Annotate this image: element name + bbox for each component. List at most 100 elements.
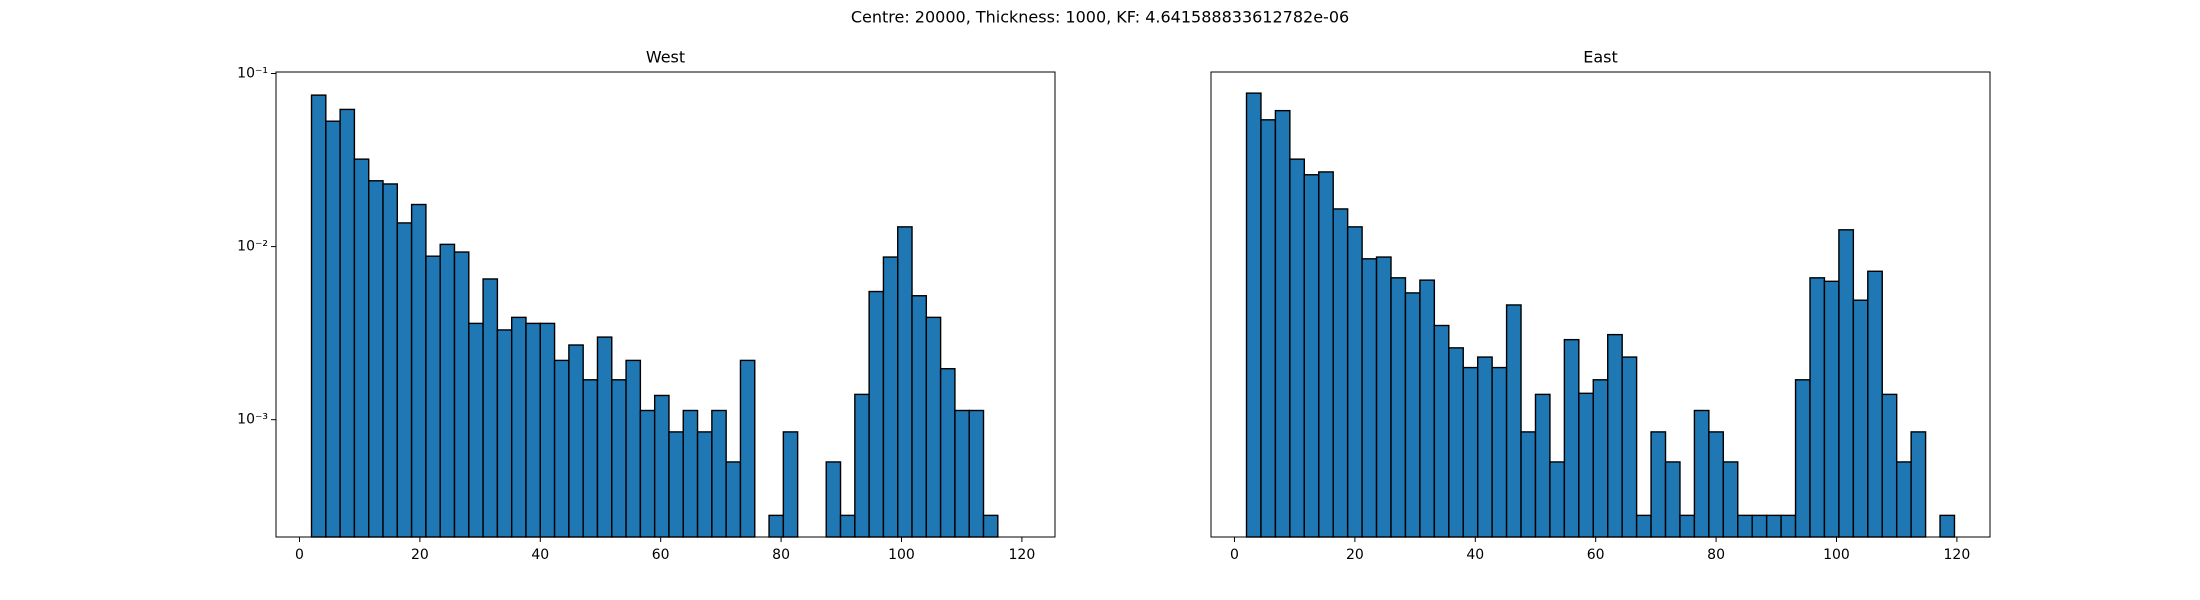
bar (396, 222, 413, 538)
x-tick-label: 0 (295, 547, 304, 563)
x-tick-label: 60 (1587, 547, 1605, 563)
bar (682, 409, 699, 538)
bar (882, 256, 899, 538)
bar (1404, 292, 1421, 538)
bar (1433, 324, 1450, 538)
bar (1794, 379, 1811, 538)
bar (1318, 171, 1334, 538)
bar (1332, 208, 1349, 538)
bar (1635, 514, 1652, 538)
x-tick-label: 20 (411, 547, 429, 563)
bar (525, 322, 541, 538)
bar (1881, 393, 1898, 538)
x-tick-label: 80 (1707, 547, 1725, 563)
bar (668, 431, 684, 538)
bar (954, 409, 970, 538)
bar (568, 344, 584, 538)
bar (768, 514, 785, 538)
x-tick-label: 120 (1009, 547, 1036, 563)
bar (625, 359, 642, 538)
x-tick-label: 20 (1346, 547, 1364, 563)
bar (911, 295, 928, 538)
bar (968, 409, 985, 538)
bar (410, 203, 427, 538)
bar (725, 461, 742, 538)
axes-title: West (646, 48, 685, 67)
x-tick-label: 120 (1944, 547, 1971, 563)
bar (496, 329, 513, 538)
x-tick-label: 100 (888, 547, 915, 563)
bar (382, 183, 399, 538)
y-tick-label: 10⁻² (237, 239, 268, 255)
axes-frame (275, 71, 1056, 538)
x-tick-label: 40 (1466, 547, 1484, 563)
bar (425, 255, 441, 538)
bar (582, 379, 599, 538)
bar (353, 158, 370, 538)
x-tick-label: 0 (1230, 547, 1239, 563)
bar (1664, 461, 1681, 538)
bar (925, 316, 942, 538)
bar (1679, 514, 1696, 538)
bar (1578, 392, 1594, 538)
bar (1303, 174, 1320, 538)
bar (596, 336, 613, 538)
bar (468, 322, 484, 538)
bar (1823, 280, 1840, 538)
y-tick-label: 10⁻³ (237, 412, 268, 428)
bar (825, 461, 842, 538)
bar (1867, 270, 1883, 538)
bar (1549, 461, 1566, 538)
bar (653, 394, 670, 538)
bar (1751, 514, 1768, 538)
bar (939, 368, 956, 538)
bar (310, 94, 327, 538)
bar (639, 409, 656, 538)
bar (1563, 338, 1580, 538)
bar (1520, 431, 1537, 538)
bar (1650, 431, 1667, 538)
bar (1722, 461, 1739, 538)
bar (696, 431, 713, 538)
bar (1361, 258, 1378, 538)
x-tick-label: 80 (772, 547, 790, 563)
bar (1289, 158, 1306, 538)
bar (1245, 92, 1262, 538)
bar (1895, 461, 1912, 538)
bar (1346, 226, 1363, 538)
bar (1419, 279, 1436, 538)
bar (1780, 514, 1797, 538)
bar (1838, 229, 1855, 538)
bar (1765, 514, 1782, 538)
bar (1809, 277, 1826, 538)
bar (1592, 379, 1609, 538)
bar (1621, 356, 1638, 538)
bar (325, 120, 341, 538)
bar (453, 251, 470, 538)
bar (339, 108, 356, 538)
bar (611, 379, 627, 538)
bar (368, 180, 384, 538)
x-tick-label: 60 (652, 547, 670, 563)
bar (1852, 299, 1869, 538)
bar (1390, 277, 1407, 538)
bar (739, 359, 756, 538)
bar (510, 316, 527, 538)
bar (539, 322, 556, 538)
bar (1737, 514, 1753, 538)
bar (982, 514, 999, 538)
bar (1491, 366, 1508, 538)
bar (1462, 366, 1479, 538)
bar (1939, 514, 1956, 538)
bar (782, 431, 799, 538)
bar (1693, 409, 1710, 538)
bar (1274, 109, 1291, 538)
bar (868, 290, 885, 538)
bar (711, 409, 727, 538)
figure-title: Centre: 20000, Thickness: 1000, KF: 4.64… (851, 8, 1349, 27)
bar (482, 278, 499, 538)
bar (1448, 347, 1464, 538)
bar (897, 226, 913, 538)
bar (1260, 119, 1277, 538)
y-tick-label: 10⁻¹ (237, 65, 268, 81)
